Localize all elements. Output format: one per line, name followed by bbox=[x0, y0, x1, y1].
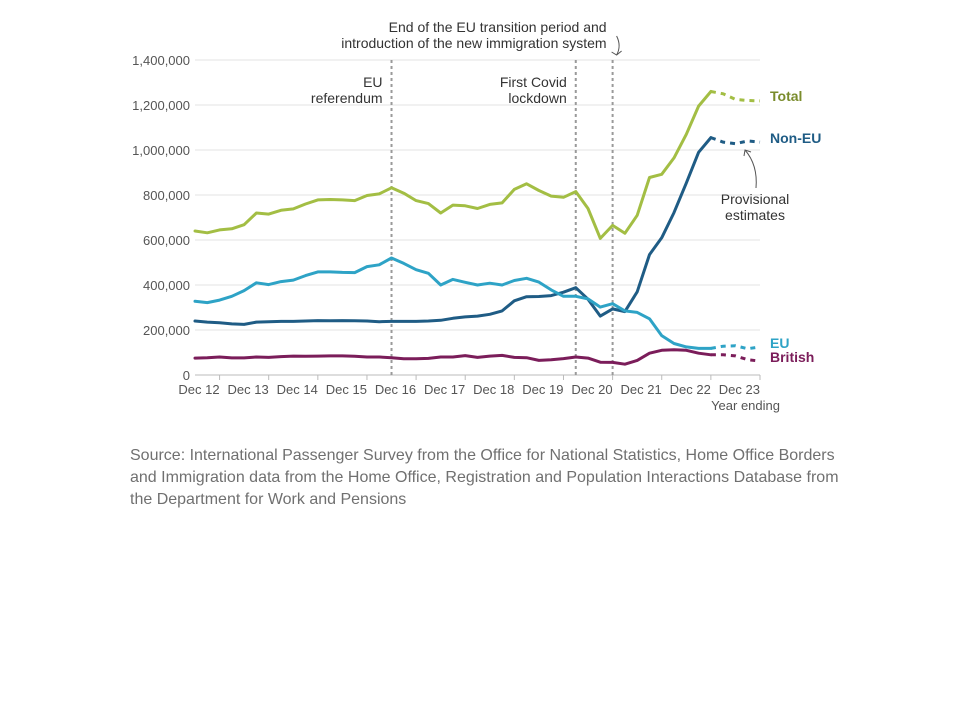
y-axis: 0 200,000 400,000 600,000 800,000 1,000,000 1,… bbox=[132, 53, 190, 383]
x-tick-label: Dec 12 bbox=[178, 382, 219, 397]
x-tick-label: Dec 13 bbox=[227, 382, 268, 397]
event-arrowhead bbox=[611, 50, 622, 56]
y-tick-label: 800,000 bbox=[143, 188, 190, 203]
x-tick-label: Dec 18 bbox=[473, 382, 514, 397]
total-line bbox=[193, 90, 713, 240]
x-tick-label: Dec 15 bbox=[326, 382, 367, 397]
event-label: EU bbox=[363, 74, 382, 90]
x-tick-label: Dec 20 bbox=[571, 382, 612, 397]
chart: 0 200,000 400,000 600,000 800,000 1,000,000 1,… bbox=[132, 19, 821, 413]
british-provisional-line bbox=[710, 353, 761, 363]
source-note: Source: International Passenger Survey f… bbox=[130, 447, 839, 508]
british-label: British bbox=[770, 349, 814, 365]
eu-line bbox=[193, 256, 713, 350]
x-tick-label: Dec 21 bbox=[621, 382, 662, 397]
y-tick-label: 600,000 bbox=[143, 233, 190, 248]
x-tick-label: Dec 14 bbox=[277, 382, 318, 397]
non-eu-provisional-line bbox=[710, 136, 761, 146]
x-tick-label: Dec 16 bbox=[375, 382, 416, 397]
total-label: Total bbox=[770, 88, 802, 104]
note-label: estimates bbox=[725, 207, 785, 223]
y-tick-label: 0 bbox=[183, 368, 190, 383]
x-axis: Dec 12 Dec 13 Dec 14 Dec 15 Dec 16 Dec 17 Dec … bbox=[178, 375, 780, 413]
note-label: Provisional bbox=[721, 191, 789, 207]
non-eu-label: Non-EU bbox=[770, 130, 821, 146]
x-tick-label: Dec 23 bbox=[719, 382, 760, 397]
total-provisional-line bbox=[710, 90, 761, 103]
eu-label: EU bbox=[770, 335, 789, 351]
event-label: End of the EU transition period and bbox=[389, 19, 607, 35]
y-tick-label: 1,200,000 bbox=[132, 98, 190, 113]
x-tick-label: Dec 17 bbox=[424, 382, 465, 397]
x-axis-label: Year ending bbox=[711, 398, 780, 413]
note-arrow bbox=[744, 149, 757, 189]
y-tick-label: 400,000 bbox=[143, 278, 190, 293]
event-label: introduction of the new immigration syst… bbox=[341, 35, 606, 51]
event-label: referendum bbox=[311, 90, 383, 106]
y-tick-label: 1,400,000 bbox=[132, 53, 190, 68]
eu-provisional-line bbox=[710, 344, 761, 351]
x-tick-label: Dec 22 bbox=[670, 382, 711, 397]
event-label: First Covid bbox=[500, 74, 567, 90]
x-tick-label: Dec 19 bbox=[522, 382, 563, 397]
series-lines bbox=[193, 90, 761, 366]
note-arrowhead bbox=[743, 149, 752, 157]
event-label: lockdown bbox=[508, 90, 566, 106]
event-arrow bbox=[616, 35, 620, 56]
y-tick-label: 1,000,000 bbox=[132, 143, 190, 158]
non-eu-line bbox=[193, 136, 713, 326]
grid bbox=[195, 59, 760, 376]
y-tick-label: 200,000 bbox=[143, 323, 190, 338]
british-line bbox=[193, 348, 713, 366]
